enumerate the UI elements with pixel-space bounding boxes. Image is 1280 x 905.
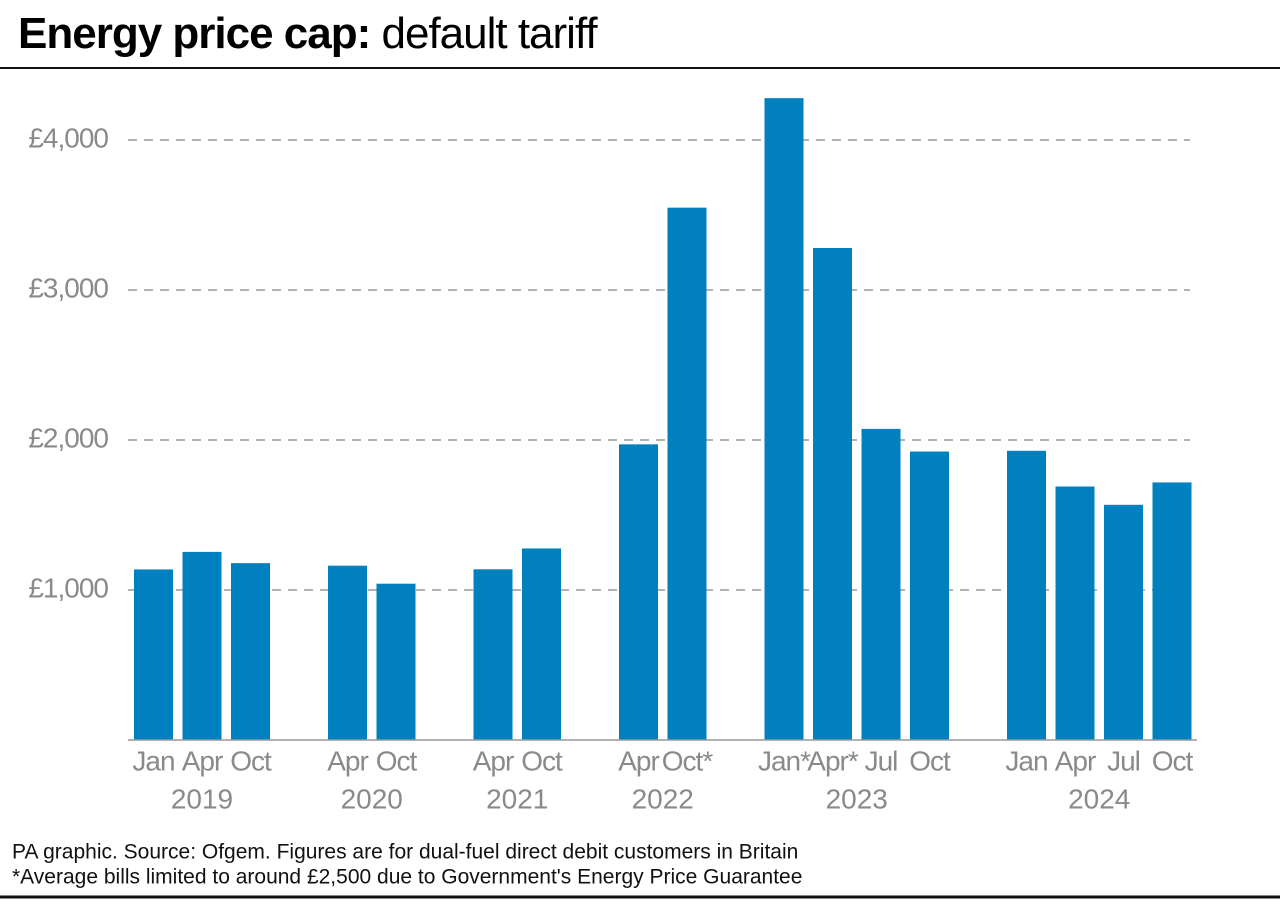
x-tick-label: Oct <box>230 745 272 776</box>
footnote: *Average bills limited to around £2,500 … <box>12 866 802 889</box>
x-group-label: 2019 <box>171 783 233 814</box>
x-tick-label: Jan* <box>758 745 811 776</box>
x-tick-label: Apr <box>473 745 514 776</box>
bar <box>910 451 949 740</box>
bar <box>667 207 707 740</box>
x-tick-label: Jul <box>1107 745 1140 776</box>
chart-subtitle: default tariff <box>382 9 599 58</box>
bar <box>1055 486 1095 740</box>
x-tick-label: Oct <box>376 745 418 776</box>
chart-title: Energy price cap: <box>18 9 370 58</box>
x-tick-label: Jan <box>1005 745 1047 776</box>
x-tick-label: Apr <box>327 745 368 776</box>
y-tick-label: £2,000 <box>28 422 108 453</box>
x-tick-label: Oct <box>1152 745 1194 776</box>
x-tick-label: Apr <box>618 745 659 776</box>
x-group-label: 2020 <box>341 783 403 814</box>
bar <box>764 98 804 740</box>
x-tick-label: Oct <box>909 745 951 776</box>
x-tick-label: Oct <box>521 745 563 776</box>
bar <box>1152 482 1192 740</box>
x-group-label: 2024 <box>1068 783 1130 814</box>
bar <box>328 565 367 740</box>
x-tick-label: Apr* <box>807 745 859 776</box>
x-tick-label: Jul <box>865 745 898 776</box>
bar <box>619 444 658 740</box>
bar <box>813 248 852 740</box>
x-tick-label: Oct* <box>662 745 714 776</box>
bar <box>861 428 901 740</box>
footnote: PA graphic. Source: Ofgem. Figures are f… <box>12 841 798 864</box>
x-group-label: 2021 <box>486 783 548 814</box>
bar <box>134 569 173 740</box>
bar <box>231 563 270 740</box>
bar <box>473 569 513 740</box>
chart-title-group: Energy price cap: default tariff <box>18 9 598 58</box>
bar <box>1104 504 1143 740</box>
x-tick-label: Jan <box>132 745 174 776</box>
bar <box>522 548 561 740</box>
bar <box>1007 450 1046 740</box>
bar <box>376 583 416 740</box>
y-tick-label: £4,000 <box>28 122 108 153</box>
x-group-label: 2023 <box>826 783 888 814</box>
x-group-label: 2022 <box>632 783 694 814</box>
bar <box>182 551 222 740</box>
y-tick-label: £1,000 <box>28 572 108 603</box>
x-tick-label: Apr <box>1055 745 1096 776</box>
y-tick-label: £3,000 <box>28 272 108 303</box>
x-tick-label: Apr <box>182 745 223 776</box>
